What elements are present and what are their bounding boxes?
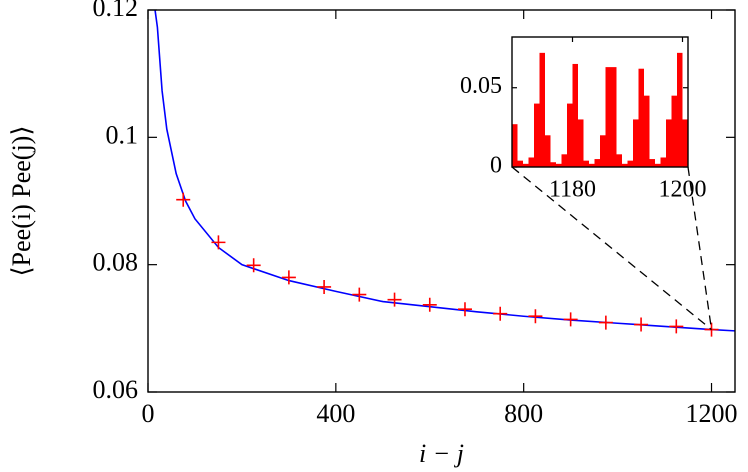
plus-marker	[387, 292, 402, 307]
bar	[523, 163, 529, 167]
plus-marker	[563, 312, 578, 327]
bar	[578, 119, 584, 167]
plot-frame	[147, 9, 736, 393]
plot-frame	[511, 36, 689, 168]
y-tick-label: 0	[490, 153, 502, 179]
bar	[671, 95, 677, 167]
plus-marker	[422, 297, 437, 312]
bar	[605, 67, 611, 167]
bar	[550, 162, 556, 167]
bar	[517, 160, 523, 167]
x-tick-label: 400	[316, 399, 355, 428]
y-tick-label: 0.08	[93, 248, 139, 277]
plus-marker	[493, 306, 508, 321]
bar	[655, 163, 661, 167]
bar	[594, 159, 600, 167]
main-plot: 0 400 800 1200 0.06 0.08 0.1 0.12 i − j ⟨Pee(i) P…	[7, 0, 738, 468]
zoom-line	[687, 166, 713, 330]
zoom-line	[511, 166, 712, 331]
x-tick-label: 1180	[549, 177, 596, 203]
plus-marker	[352, 287, 367, 302]
plus-marker	[634, 317, 649, 332]
y-tick-label: 0.05	[460, 73, 502, 99]
y-tick-label: 0.1	[106, 120, 139, 149]
bar	[638, 68, 644, 167]
plus-marker	[457, 302, 472, 317]
y-axis-label: ⟨Pee(i) Pee(j)⟩	[7, 126, 36, 277]
bar	[600, 135, 606, 167]
x-tick-label: 800	[504, 399, 543, 428]
bar	[528, 157, 534, 167]
bar	[677, 52, 683, 168]
bar	[534, 103, 540, 167]
bar	[539, 52, 545, 168]
inset-plot: 1180 1200 0 0.05	[460, 36, 707, 203]
bar	[572, 63, 578, 167]
bar	[611, 67, 617, 167]
bar	[512, 124, 518, 167]
bar	[545, 135, 551, 167]
bar	[589, 163, 595, 167]
plus-marker	[669, 319, 684, 334]
plus-marker	[317, 279, 332, 294]
plus-marker	[176, 192, 191, 207]
bar	[666, 119, 672, 167]
x-tick-label: 1200	[686, 399, 738, 428]
plus-marker	[211, 235, 226, 250]
bar	[682, 119, 688, 167]
bar	[627, 160, 633, 167]
bar	[583, 160, 589, 167]
plus-marker	[598, 315, 613, 330]
y-tick-label: 0.12	[93, 0, 139, 22]
x-tick-label: 1200	[659, 177, 707, 203]
plus-marker	[281, 270, 296, 285]
bar	[561, 154, 567, 167]
y-tick-label: 0.06	[93, 375, 139, 404]
bar	[622, 163, 628, 167]
bar	[633, 119, 639, 167]
x-axis-label: i − j	[419, 439, 464, 468]
x-tick-label: 0	[142, 399, 155, 428]
plus-marker	[246, 258, 261, 273]
plus-marker	[704, 322, 719, 337]
bar	[644, 95, 650, 167]
plus-marker	[528, 309, 543, 324]
bar	[660, 157, 666, 167]
bar	[556, 163, 562, 167]
bar	[616, 154, 622, 167]
bar	[649, 159, 655, 167]
bar	[567, 103, 573, 167]
